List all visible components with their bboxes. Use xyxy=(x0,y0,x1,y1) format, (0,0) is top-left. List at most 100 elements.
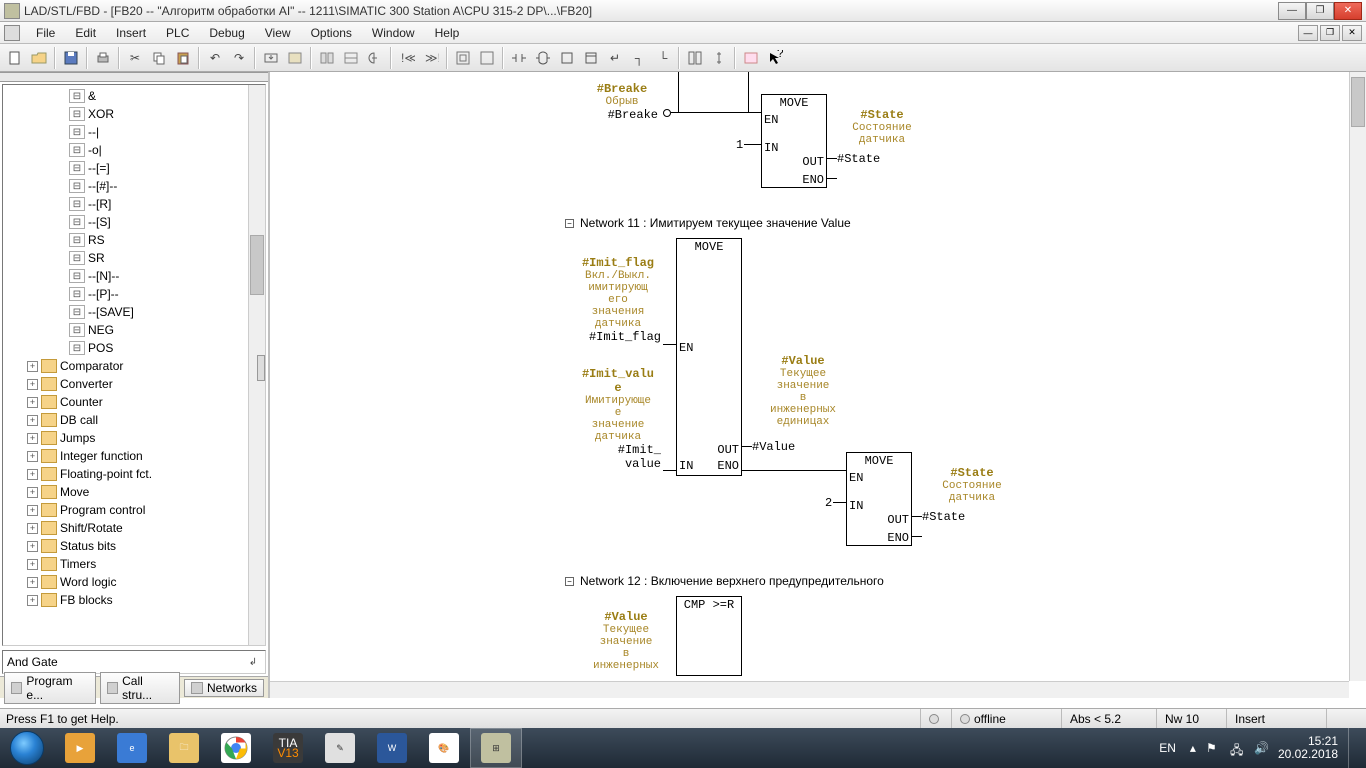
expand-icon[interactable]: + xyxy=(27,451,38,462)
insert-coil-button[interactable] xyxy=(532,47,554,69)
tree-item[interactable]: ⊟--[S] xyxy=(7,213,265,231)
tree-item[interactable]: ⊟--[R] xyxy=(7,195,265,213)
network-12-label[interactable]: − Network 12 : Включение верхнего предуп… xyxy=(565,574,884,588)
monitor-button[interactable] xyxy=(364,47,386,69)
menu-file[interactable]: File xyxy=(26,24,65,42)
tree-folder[interactable]: +Integer function xyxy=(7,447,265,465)
tree-resize-grip[interactable] xyxy=(257,355,265,381)
expand-icon[interactable]: + xyxy=(27,523,38,534)
expand-icon[interactable]: + xyxy=(27,559,38,570)
taskbar-item-media[interactable]: ▶ xyxy=(54,728,106,768)
paste-button[interactable] xyxy=(172,47,194,69)
tree-folder[interactable]: +Word logic xyxy=(7,573,265,591)
network-11-label[interactable]: − Network 11 : Имитируем текущее значени… xyxy=(565,216,851,230)
expand-icon[interactable]: + xyxy=(27,361,38,372)
tb-button[interactable] xyxy=(284,47,306,69)
tb-button[interactable] xyxy=(452,47,474,69)
menu-options[interactable]: Options xyxy=(301,24,362,42)
expand-icon[interactable]: + xyxy=(27,487,38,498)
taskbar-item-ie[interactable]: e xyxy=(106,728,158,768)
tb-button[interactable] xyxy=(580,47,602,69)
menu-help[interactable]: Help xyxy=(425,24,470,42)
mdi-close-button[interactable]: ✕ xyxy=(1342,25,1362,41)
move-block-2[interactable]: MOVE EN OUT IN ENO xyxy=(676,238,742,476)
tb-button[interactable]: ┐ xyxy=(628,47,650,69)
tree-folder[interactable]: +Floating-point fct. xyxy=(7,465,265,483)
tb-button[interactable]: ≫! xyxy=(420,47,442,69)
tree-item[interactable]: ⊟--| xyxy=(7,123,265,141)
expand-icon[interactable]: + xyxy=(27,541,38,552)
tb-button[interactable]: ↵ xyxy=(604,47,626,69)
menu-window[interactable]: Window xyxy=(362,24,425,42)
tree-folder[interactable]: +DB call xyxy=(7,411,265,429)
tb-button[interactable] xyxy=(740,47,762,69)
tray-language[interactable]: EN xyxy=(1155,740,1180,756)
open-button[interactable] xyxy=(28,47,50,69)
tray-chevron-icon[interactable]: ▴ xyxy=(1190,741,1196,755)
mdi-minimize-button[interactable]: — xyxy=(1298,25,1318,41)
tb-button[interactable] xyxy=(556,47,578,69)
show-desktop-button[interactable] xyxy=(1348,728,1356,768)
mdi-sys-icon[interactable] xyxy=(4,25,20,41)
taskbar-item-step7[interactable]: ⊞ xyxy=(470,728,522,768)
expand-icon[interactable]: + xyxy=(27,595,38,606)
description-go-icon[interactable]: ↲ xyxy=(245,654,261,670)
redo-button[interactable]: ↷ xyxy=(228,47,250,69)
editor-canvas[interactable]: #Breake Обрыв #Breake MOVE EN IN OUT ENO… xyxy=(270,72,1349,681)
tree-folder[interactable]: +Program control xyxy=(7,501,265,519)
taskbar-item-paint[interactable]: 🎨 xyxy=(418,728,470,768)
expand-icon[interactable]: + xyxy=(27,415,38,426)
tb-button[interactable] xyxy=(316,47,338,69)
menu-plc[interactable]: PLC xyxy=(156,24,199,42)
taskbar-item-chrome[interactable] xyxy=(210,728,262,768)
tree-item[interactable]: ⊟XOR xyxy=(7,105,265,123)
move-block-3[interactable]: MOVE EN IN OUT ENO xyxy=(846,452,912,546)
cmp-block[interactable]: CMP >=R xyxy=(676,596,742,676)
tree-folder[interactable]: +Status bits xyxy=(7,537,265,555)
tree-item[interactable]: ⊟SR xyxy=(7,249,265,267)
network-collapse-icon[interactable]: − xyxy=(565,577,574,586)
scrollbar-thumb[interactable] xyxy=(250,235,264,295)
tb-button[interactable] xyxy=(476,47,498,69)
expand-icon[interactable]: + xyxy=(27,397,38,408)
tree-folder[interactable]: +Comparator xyxy=(7,357,265,375)
maximize-button[interactable]: ❐ xyxy=(1306,2,1334,20)
taskbar-item-word[interactable]: W xyxy=(366,728,418,768)
taskbar-item-tia[interactable]: TIAV13 xyxy=(262,728,314,768)
tb-button[interactable]: └ xyxy=(652,47,674,69)
tree-item[interactable]: ⊟RS xyxy=(7,231,265,249)
tray-network-icon[interactable]: 🖧 xyxy=(1230,741,1244,755)
tree-item[interactable]: ⊟--[SAVE] xyxy=(7,303,265,321)
tree-item[interactable]: ⊟POS xyxy=(7,339,265,357)
scrollbar-thumb[interactable] xyxy=(1351,77,1365,127)
network-collapse-icon[interactable]: − xyxy=(565,219,574,228)
menu-debug[interactable]: Debug xyxy=(199,24,254,42)
taskbar-item-explorer[interactable]: 🗀 xyxy=(158,728,210,768)
save-button[interactable] xyxy=(60,47,82,69)
editor-vscrollbar[interactable] xyxy=(1349,72,1366,681)
print-button[interactable] xyxy=(92,47,114,69)
tray-flag-icon[interactable]: ⚑ xyxy=(1206,741,1220,755)
tab-call-structure[interactable]: Call stru... xyxy=(100,672,180,704)
insert-contact-button[interactable] xyxy=(508,47,530,69)
start-button[interactable] xyxy=(0,728,54,768)
menu-view[interactable]: View xyxy=(255,24,301,42)
tree-folder[interactable]: +Converter xyxy=(7,375,265,393)
tree-folder[interactable]: +Shift/Rotate xyxy=(7,519,265,537)
copy-button[interactable] xyxy=(148,47,170,69)
expand-icon[interactable]: + xyxy=(27,469,38,480)
tree-item[interactable]: ⊟--[=] xyxy=(7,159,265,177)
tab-program-elements[interactable]: Program e... xyxy=(4,672,96,704)
tree-folder[interactable]: +Timers xyxy=(7,555,265,573)
tray-volume-icon[interactable]: 🔊 xyxy=(1254,741,1268,755)
tree-folder[interactable]: +FB blocks xyxy=(7,591,265,609)
tree-folder[interactable]: +Counter xyxy=(7,393,265,411)
mdi-restore-button[interactable]: ❐ xyxy=(1320,25,1340,41)
tab-networks[interactable]: Networks xyxy=(184,679,264,697)
tray-clock[interactable]: 15:21 20.02.2018 xyxy=(1278,735,1338,761)
tree-item[interactable]: ⊟-o| xyxy=(7,141,265,159)
tree-folder[interactable]: +Jumps xyxy=(7,429,265,447)
editor-hscrollbar[interactable] xyxy=(270,681,1349,698)
tree-folder[interactable]: +Move xyxy=(7,483,265,501)
move-block-1[interactable]: MOVE EN IN OUT ENO xyxy=(761,94,827,188)
